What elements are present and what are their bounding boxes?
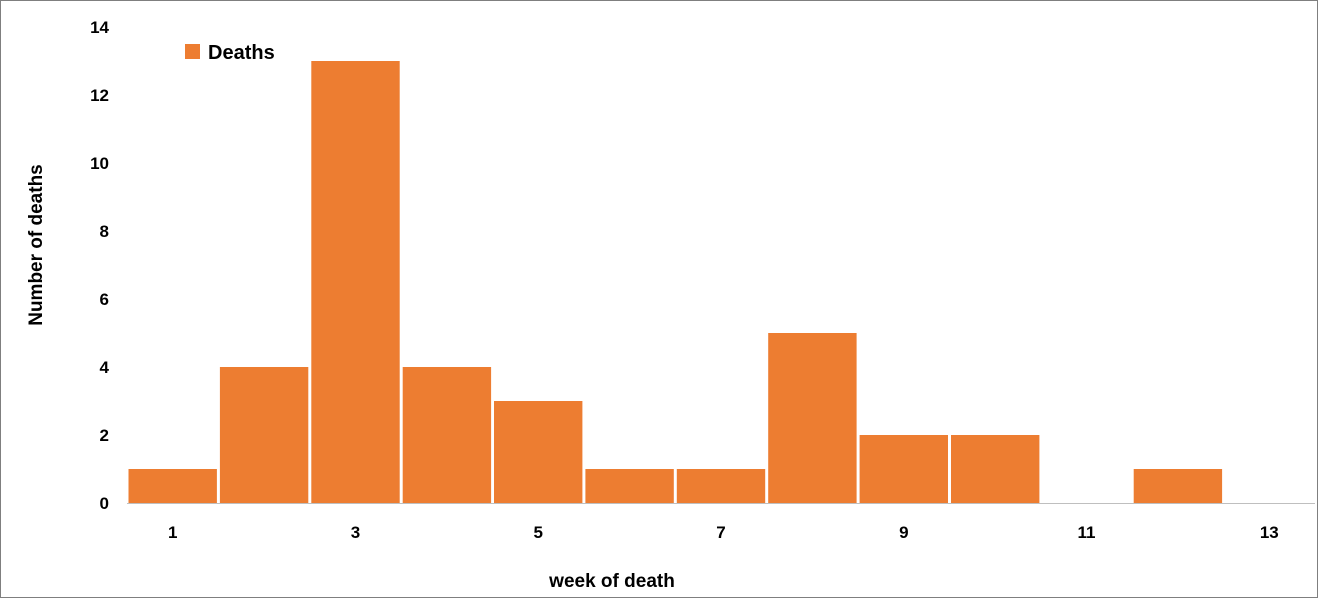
y-axis-title: Number of deaths (26, 164, 47, 326)
y-tick-label: 6 (100, 290, 109, 309)
bar-week-7 (676, 469, 766, 503)
x-tick-label: 11 (1078, 523, 1096, 542)
x-tick-label: 13 (1260, 523, 1279, 542)
y-tick-label: 0 (100, 494, 109, 513)
y-tick-label: 14 (90, 18, 109, 37)
bar-week-12 (1133, 469, 1223, 503)
bar-week-4 (402, 367, 492, 503)
x-axis-title: week of death (548, 571, 675, 592)
x-tick-label: 9 (899, 523, 908, 542)
bar-week-1 (128, 469, 217, 503)
x-tick-label: 1 (168, 523, 177, 542)
y-tick-label: 10 (90, 154, 109, 173)
legend-label: Deaths (208, 42, 275, 64)
x-tick-label: 3 (351, 523, 360, 542)
bar-week-2 (219, 367, 309, 503)
legend-swatch (185, 44, 200, 59)
x-tick-label: 7 (716, 523, 725, 542)
bar-week-8 (768, 333, 857, 503)
y-tick-label: 2 (100, 426, 109, 445)
x-tick-label: 5 (533, 523, 542, 542)
bar-week-3 (311, 61, 400, 503)
bar-week-9 (859, 435, 948, 503)
y-tick-label: 8 (100, 222, 109, 241)
y-tick-label: 4 (100, 358, 110, 377)
legend: Deaths (185, 42, 275, 64)
bars-layer (128, 61, 1223, 503)
y-tick-labels: 0 2 4 6 8 10 12 14 (90, 18, 109, 513)
x-tick-labels: 1 3 5 7 9 11 13 (168, 523, 1279, 542)
y-tick-label: 12 (90, 86, 109, 105)
bar-week-5 (494, 401, 583, 503)
bar-week-10 (951, 435, 1040, 503)
bar-week-6 (585, 469, 674, 503)
